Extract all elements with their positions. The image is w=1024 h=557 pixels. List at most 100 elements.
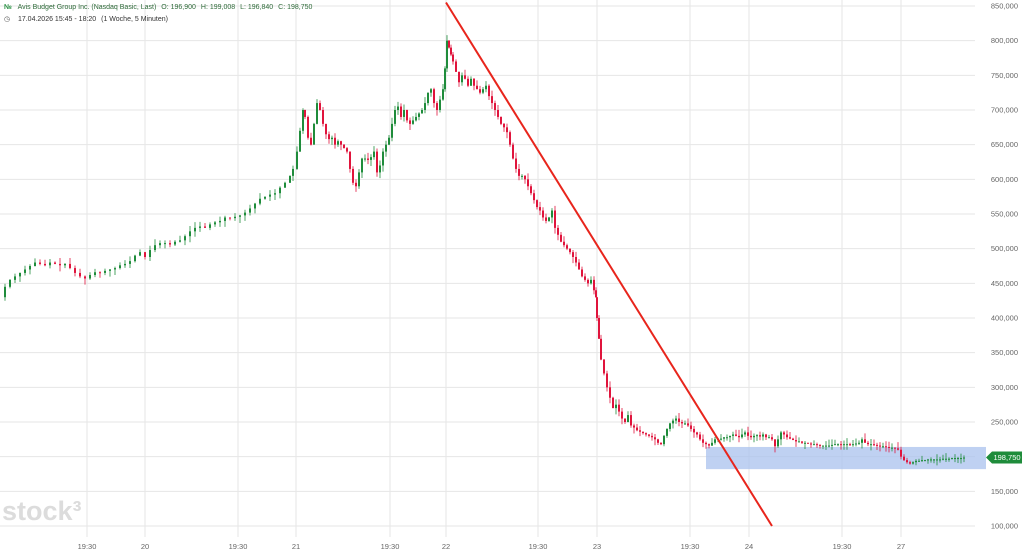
candle-body[interactable] (34, 262, 36, 266)
candle-body[interactable] (723, 437, 725, 439)
candle-body[interactable] (563, 241, 565, 246)
candle-body[interactable] (455, 61, 457, 72)
candle-body[interactable] (756, 435, 758, 437)
candle-body[interactable] (774, 439, 776, 447)
candle-body[interactable] (828, 445, 830, 447)
candle-body[interactable] (954, 458, 956, 460)
candle-body[interactable] (690, 425, 692, 429)
candle-body[interactable] (79, 272, 81, 277)
candle-body[interactable] (891, 447, 893, 449)
candle-body[interactable] (924, 460, 926, 462)
candle-body[interactable] (284, 182, 286, 188)
candle-body[interactable] (645, 433, 647, 435)
candle-body[interactable] (741, 434, 743, 438)
candle-body[interactable] (403, 110, 405, 117)
candle-body[interactable] (524, 175, 526, 180)
candle-body[interactable] (229, 217, 231, 219)
candle-body[interactable] (144, 252, 146, 257)
candle-body[interactable] (254, 203, 256, 209)
candle-body[interactable] (259, 198, 261, 204)
candle-body[interactable] (509, 132, 511, 145)
candle-body[interactable] (590, 279, 592, 284)
candle-body[interactable] (29, 266, 31, 270)
candle-body[interactable] (705, 442, 707, 445)
candle-body[interactable] (264, 196, 266, 199)
candle-body[interactable] (382, 151, 384, 166)
candle-body[interactable] (503, 123, 505, 128)
candle-body[interactable] (900, 449, 902, 457)
candle-body[interactable] (279, 187, 281, 194)
candle-body[interactable] (331, 137, 333, 140)
candle-body[interactable] (804, 442, 806, 444)
candle-body[interactable] (945, 458, 947, 460)
candle-body[interactable] (584, 276, 586, 280)
candle-body[interactable] (837, 444, 839, 446)
candle-body[interactable] (636, 427, 638, 431)
candle-body[interactable] (530, 186, 532, 194)
candle-body[interactable] (337, 141, 339, 145)
candle-body[interactable] (675, 418, 677, 421)
candle-body[interactable] (948, 458, 950, 460)
candle-body[interactable] (349, 151, 351, 169)
candle-body[interactable] (204, 226, 206, 228)
candle-body[interactable] (430, 89, 432, 93)
candle-body[interactable] (289, 175, 291, 183)
candle-body[interactable] (696, 432, 698, 435)
candle-body[interactable] (551, 210, 553, 218)
candle-body[interactable] (810, 443, 812, 445)
candle-body[interactable] (840, 444, 842, 446)
candle-body[interactable] (358, 172, 360, 187)
candle-body[interactable] (831, 444, 833, 446)
candle-body[interactable] (663, 435, 665, 445)
candle-body[interactable] (648, 434, 650, 436)
candle-body[interactable] (379, 165, 381, 173)
candle-body[interactable] (114, 268, 116, 270)
candle-body[interactable] (536, 200, 538, 208)
candle-body[interactable] (642, 431, 644, 434)
candle-body[interactable] (473, 78, 475, 86)
candle-body[interactable] (885, 446, 887, 448)
candle-body[interactable] (491, 96, 493, 104)
candle-body[interactable] (340, 141, 342, 145)
candle-body[interactable] (518, 168, 520, 176)
candle-body[interactable] (918, 460, 920, 462)
candle-body[interactable] (69, 263, 71, 269)
candle-body[interactable] (179, 240, 181, 242)
candle-body[interactable] (448, 40, 450, 48)
candle-body[interactable] (897, 448, 899, 450)
candle-body[interactable] (888, 446, 890, 448)
candle-body[interactable] (439, 99, 441, 110)
candle-body[interactable] (876, 444, 878, 446)
candle-body[interactable] (84, 276, 86, 279)
trendline[interactable] (445, 2, 773, 527)
candle-body[interactable] (711, 442, 713, 446)
candle-body[interactable] (906, 460, 908, 463)
candle-body[interactable] (497, 110, 499, 117)
candle-body[interactable] (129, 261, 131, 264)
candle-body[interactable] (467, 78, 469, 86)
candle-body[interactable] (470, 78, 472, 86)
candle-body[interactable] (319, 103, 321, 110)
candle-body[interactable] (912, 462, 914, 464)
candle-body[interactable] (159, 243, 161, 246)
candle-body[interactable] (789, 437, 791, 439)
candle-body[interactable] (615, 404, 617, 409)
candle-body[interactable] (313, 123, 315, 145)
candle-body[interactable] (816, 444, 818, 446)
candle-body[interactable] (720, 438, 722, 440)
candle-body[interactable] (566, 245, 568, 249)
candle-body[interactable] (819, 444, 821, 446)
candle-body[interactable] (702, 439, 704, 443)
candle-body[interactable] (424, 103, 426, 110)
candle-body[interactable] (328, 134, 330, 140)
candle-body[interactable] (759, 435, 761, 437)
candle-body[interactable] (316, 103, 318, 124)
candle-body[interactable] (957, 458, 959, 460)
candle-body[interactable] (343, 144, 345, 149)
candle-body[interactable] (322, 110, 324, 124)
candle-body[interactable] (479, 89, 481, 93)
candle-body[interactable] (603, 359, 605, 374)
candle-body[interactable] (249, 208, 251, 213)
candle-body[interactable] (302, 110, 304, 131)
